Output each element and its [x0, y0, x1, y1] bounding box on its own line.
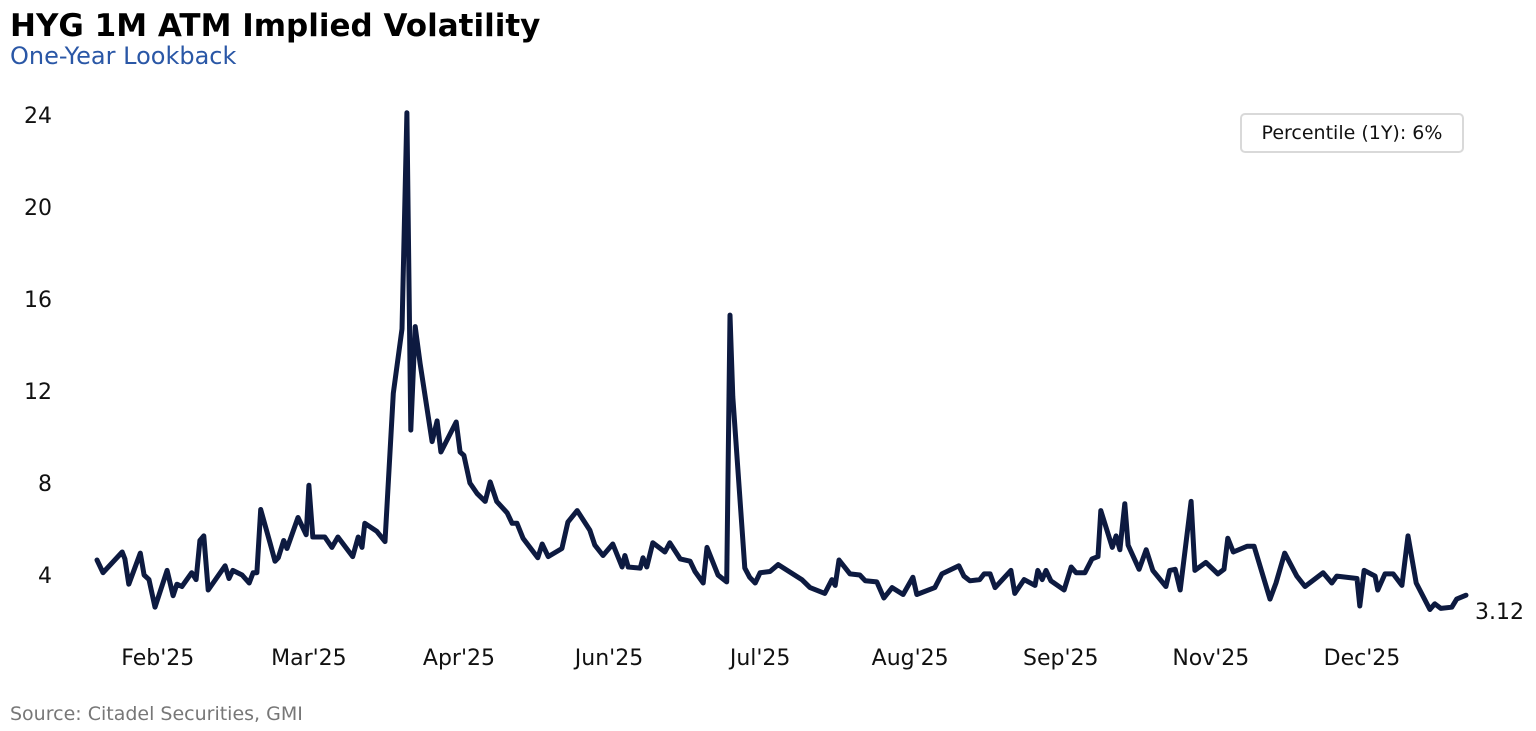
x-tick-label: Sep'25 [1023, 646, 1099, 671]
y-tick-label: 12 [24, 380, 52, 405]
legend-text: Percentile (1Y): 6% [1261, 122, 1443, 144]
last-value-label: 3.12 [1475, 600, 1524, 625]
source-note: Source: Citadel Securities, GMI [10, 703, 303, 725]
x-tick-label: Apr'25 [423, 646, 495, 671]
y-tick-label: 8 [38, 472, 52, 497]
x-tick-label: Aug'25 [872, 646, 949, 671]
series-line [94, 110, 1469, 612]
x-axis-ticks: Feb'25 Mar'25 Apr'25 Jun'25 Jul'25 Aug'25 Sep'… [121, 646, 1400, 671]
x-tick-label: Mar'25 [271, 646, 347, 671]
chart-subtitle: One-Year Lookback [10, 42, 237, 70]
y-tick-label: 24 [24, 104, 52, 129]
x-tick-label: Feb'25 [121, 646, 194, 671]
y-axis-ticks: 4 8 12 16 20 24 [24, 104, 52, 589]
x-tick-label: Dec'25 [1324, 646, 1401, 671]
y-tick-label: 16 [24, 288, 52, 313]
y-tick-label: 4 [38, 564, 52, 589]
x-tick-label: Jul'25 [728, 646, 791, 671]
x-tick-label: Jun'25 [573, 646, 643, 671]
series-points [96, 112, 1467, 610]
y-tick-label: 20 [24, 196, 52, 221]
chart-title: HYG 1M ATM Implied Volatility [10, 8, 541, 44]
x-tick-label: Nov'25 [1172, 646, 1249, 671]
percentile-legend: Percentile (1Y): 6% [1240, 113, 1464, 153]
